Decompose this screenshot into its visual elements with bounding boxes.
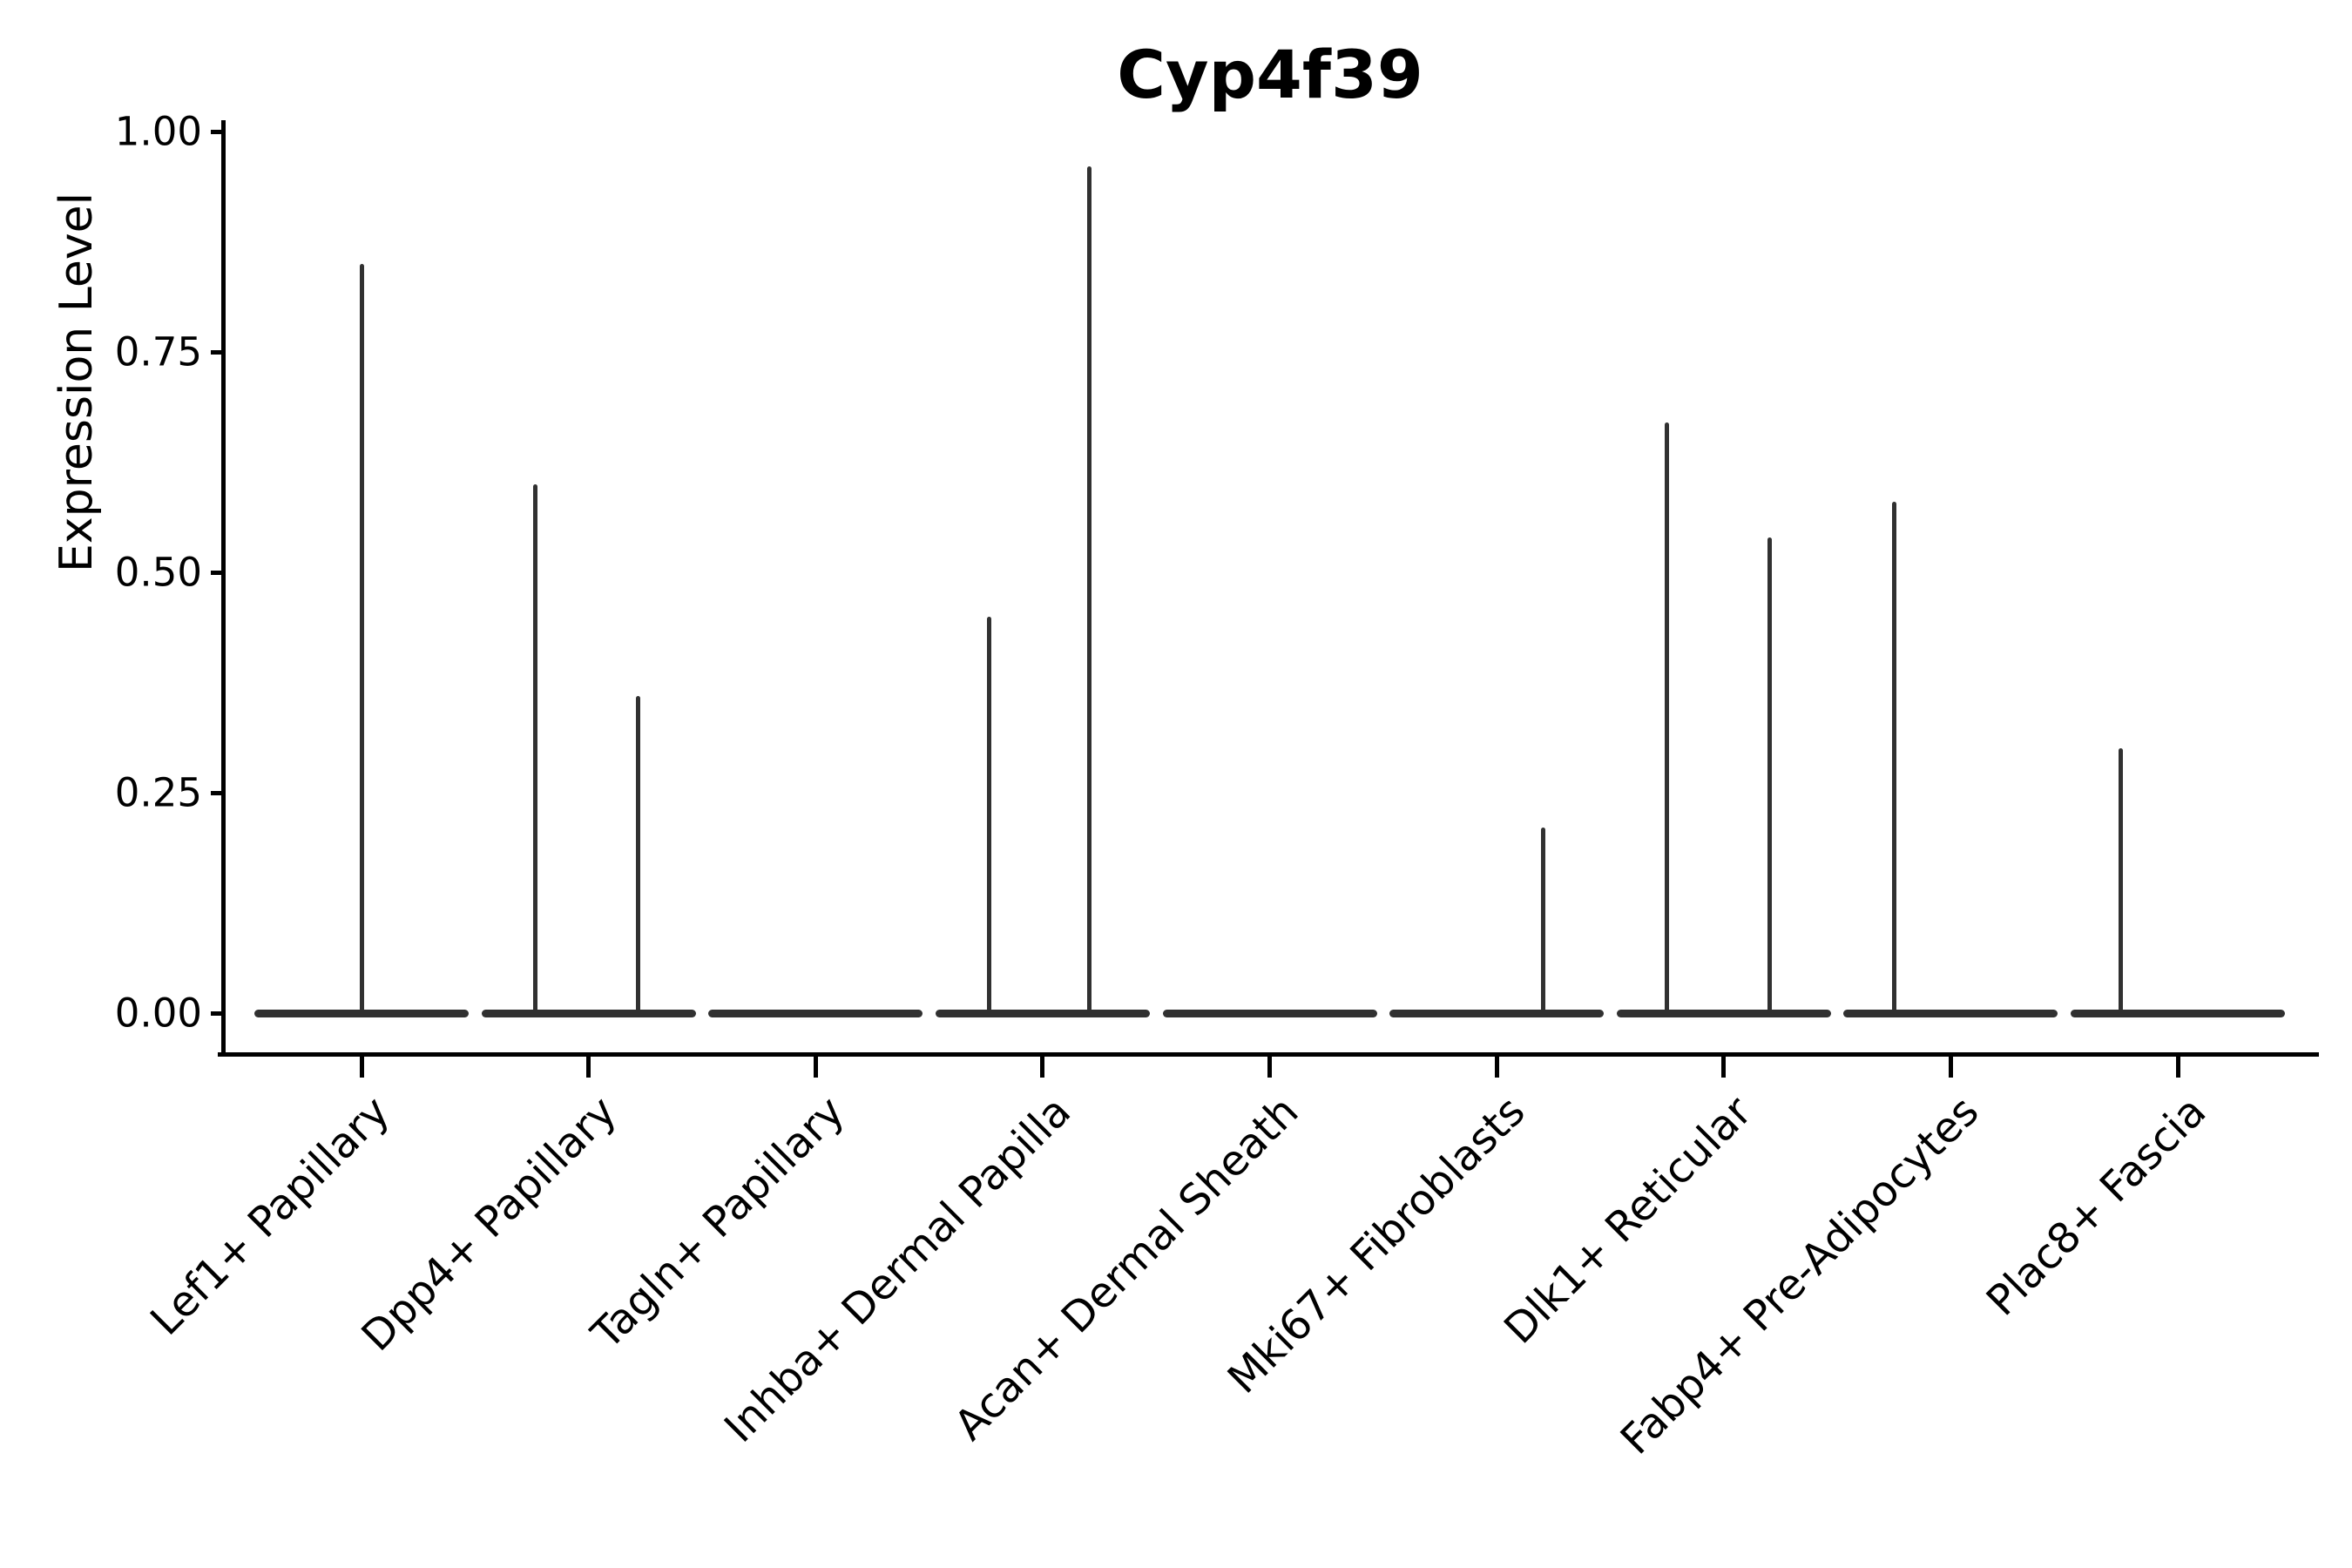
violin-baseline	[481, 1009, 696, 1017]
y-tick-mark	[211, 1010, 225, 1016]
y-tick-mark	[211, 129, 225, 134]
x-tick-mark	[586, 1055, 591, 1078]
violin-spike	[987, 616, 992, 1015]
x-tick-mark	[1948, 1055, 1953, 1078]
y-tick-label: 0.75	[114, 328, 202, 375]
violin-baseline	[935, 1009, 1150, 1017]
x-tick-mark	[1721, 1055, 1727, 1078]
y-tick-label: 1.00	[114, 108, 202, 155]
violin-baseline	[2071, 1009, 2285, 1017]
x-tick-label: Dlk1+ Reticular	[1495, 1086, 1762, 1354]
violin-spike	[1540, 828, 1545, 1015]
x-tick-label: Tagln+ Papillary	[582, 1086, 854, 1359]
x-tick-mark	[359, 1055, 364, 1078]
violin-spike	[533, 483, 538, 1015]
violin-baseline	[1843, 1009, 2058, 1017]
violin-spike	[1767, 537, 1773, 1015]
chart-title: Cyp4f39	[1117, 36, 1423, 113]
y-axis-spine	[221, 120, 226, 1057]
x-tick-mark	[2175, 1055, 2180, 1078]
y-tick-mark	[211, 570, 225, 575]
x-tick-label: Dpp4+ Papillary	[353, 1086, 627, 1361]
violin-spike	[1665, 422, 1670, 1015]
x-tick-mark	[1040, 1055, 1045, 1078]
violin-spike	[1891, 502, 1896, 1015]
x-tick-label: Plac8+ Fascia	[1977, 1086, 2216, 1326]
y-tick-mark	[211, 790, 225, 795]
violin-baseline	[708, 1009, 923, 1017]
x-axis-spine	[218, 1052, 2319, 1057]
violin-spike	[1087, 166, 1092, 1015]
y-tick-mark	[211, 349, 225, 355]
violin-baseline	[1162, 1009, 1377, 1017]
x-tick-mark	[1267, 1055, 1272, 1078]
violin-baseline	[1616, 1009, 1831, 1017]
y-tick-label: 0.50	[114, 549, 202, 596]
violin-spike	[636, 695, 641, 1015]
x-tick-mark	[1494, 1055, 1499, 1078]
y-tick-label: 0.00	[114, 990, 202, 1037]
violin-baseline	[1389, 1009, 1605, 1017]
y-tick-label: 0.25	[114, 769, 202, 816]
x-tick-mark	[813, 1055, 818, 1078]
x-tick-label: Lef1+ Papillary	[141, 1086, 400, 1345]
violin-spike	[2118, 748, 2123, 1015]
violin-spike	[359, 263, 364, 1015]
